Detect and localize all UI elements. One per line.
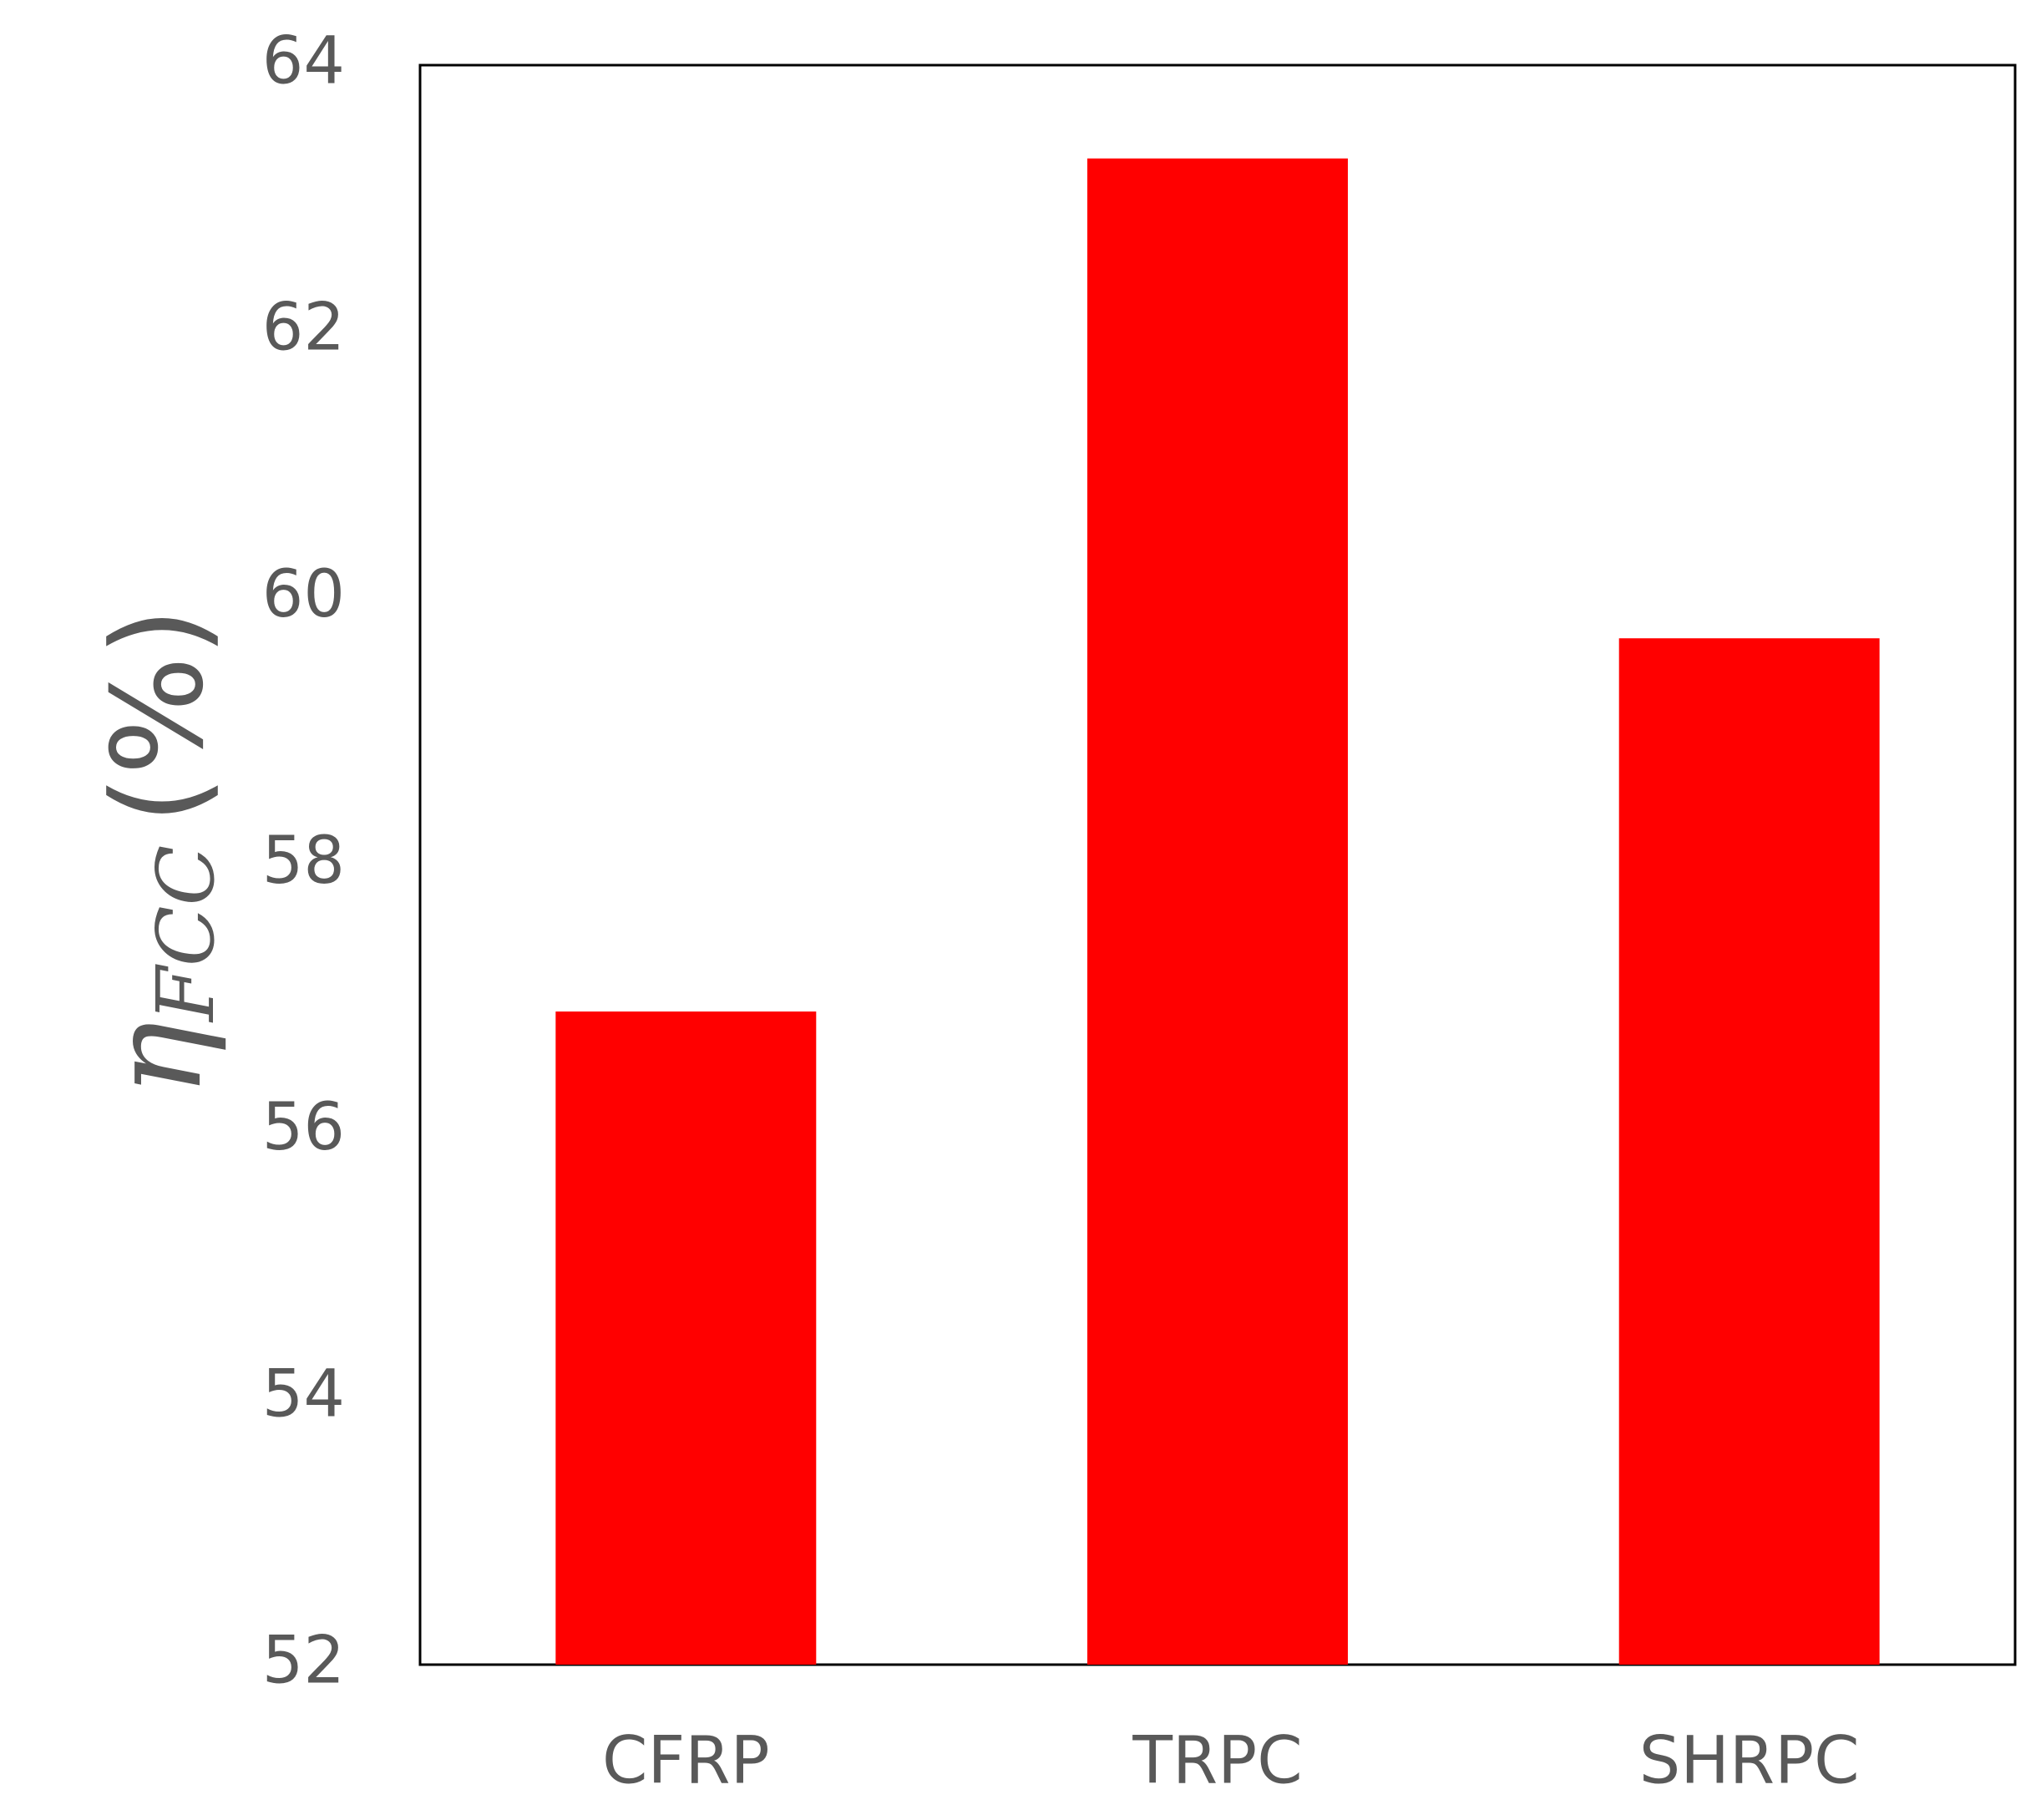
bar	[1618, 638, 1880, 1665]
y-axis-label: ηFCC (%)	[84, 607, 232, 1097]
x-tick-label: SHRPC	[1639, 1723, 1860, 1798]
x-tick-label: TRPC	[1132, 1723, 1302, 1798]
bar	[555, 1011, 817, 1665]
y-label-unit: (%)	[86, 607, 231, 824]
y-label-subscript: FCC	[140, 845, 232, 1023]
y-tick-label: 54	[262, 1356, 345, 1432]
bar	[1087, 158, 1348, 1665]
y-tick-label: 58	[262, 824, 345, 899]
y-tick-label: 52	[262, 1623, 345, 1698]
x-tick-label: CFRP	[602, 1723, 770, 1798]
y-tick-label: 64	[262, 23, 345, 99]
y-label-symbol: η	[84, 1022, 230, 1097]
y-tick-label: 56	[262, 1090, 345, 1165]
y-tick-label: 62	[262, 291, 345, 366]
y-tick-label: 60	[262, 557, 345, 632]
